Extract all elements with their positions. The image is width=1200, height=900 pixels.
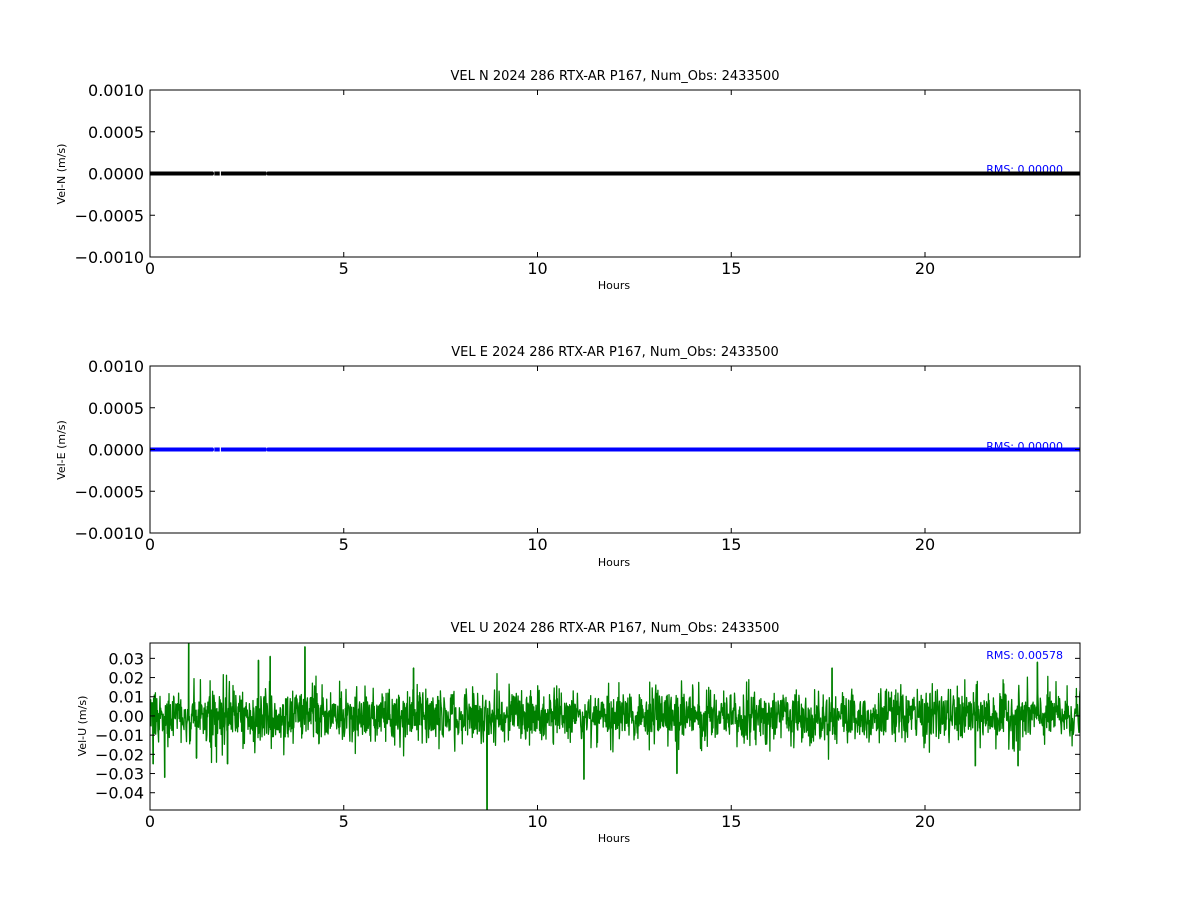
x-tick-label: 10 bbox=[527, 812, 547, 831]
y-axis-label-vel-n: Vel-N (m/s) bbox=[55, 144, 68, 205]
x-tick-label: 10 bbox=[527, 535, 547, 554]
panel-vel-e: VEL E 2024 286 RTX-AR P167, Num_Obs: 243… bbox=[55, 345, 1081, 569]
data-point bbox=[266, 171, 271, 176]
y-tick-label: 0.0000 bbox=[88, 441, 144, 460]
data-point bbox=[210, 447, 214, 452]
data-point bbox=[244, 171, 249, 176]
y-tick-label: −0.0010 bbox=[75, 248, 144, 267]
x-tick-label: 5 bbox=[339, 812, 349, 831]
data-point bbox=[535, 171, 540, 176]
tick-labels-vel-n: 0 5 10 15 20 0.0010 0.0005 0.0000 −0.0005 −0.0010 bbox=[75, 81, 1080, 278]
axes-frame-vel-e bbox=[149, 365, 1081, 534]
y-tick-label: −0.0005 bbox=[75, 482, 144, 501]
y-tick-label: −0.02 bbox=[95, 745, 144, 764]
data-point bbox=[221, 447, 226, 452]
y-axis-label-vel-e: Vel-E (m/s) bbox=[55, 420, 68, 480]
y-tick-label: 0.01 bbox=[108, 688, 144, 707]
y-tick-label: −0.03 bbox=[95, 765, 144, 784]
plot-area-vel-n bbox=[150, 171, 1080, 176]
x-tick-label: 5 bbox=[339, 259, 349, 278]
panel-title-vel-u: VEL U 2024 286 RTX-AR P167, Num_Obs: 243… bbox=[451, 621, 780, 636]
y-tick-label: 0.03 bbox=[108, 649, 144, 668]
x-axis-label-vel-u: Hours bbox=[598, 832, 630, 845]
y-tick-label: 0.0000 bbox=[88, 165, 144, 184]
data-point bbox=[167, 447, 172, 452]
data-point bbox=[266, 447, 271, 452]
tick-labels-vel-u: 0 5 10 15 20 0.030.020.010.00−0.01−0.02−0.03−… bbox=[95, 643, 1080, 831]
data-point bbox=[210, 171, 214, 176]
x-tick-label: 10 bbox=[527, 259, 547, 278]
data-point bbox=[341, 171, 346, 176]
rms-label-vel-u: RMS: 0.00578 bbox=[986, 649, 1063, 662]
y-tick-label: −0.04 bbox=[95, 784, 144, 803]
y-tick-label: −0.01 bbox=[95, 726, 144, 745]
y-tick-label: 0.00 bbox=[108, 707, 144, 726]
x-tick-label: 20 bbox=[915, 259, 935, 278]
y-axis-label-vel-u: Vel-U (m/s) bbox=[76, 696, 89, 757]
plot-area-vel-u bbox=[150, 643, 1080, 810]
y-tick-label: 0.0005 bbox=[88, 399, 144, 418]
plot-area-vel-e bbox=[150, 447, 1080, 452]
y-tick-label: 0.0010 bbox=[88, 357, 144, 376]
x-tick-label: 20 bbox=[915, 812, 935, 831]
data-point bbox=[923, 171, 927, 176]
panel-title-vel-n: VEL N 2024 286 RTX-AR P167, Num_Obs: 243… bbox=[451, 69, 780, 84]
axes-frame-vel-n bbox=[149, 89, 1081, 258]
data-point bbox=[167, 171, 172, 176]
panel-vel-n: VEL N 2024 286 RTX-AR P167, Num_Obs: 243… bbox=[55, 69, 1081, 292]
y-tick-label: 0.0005 bbox=[88, 123, 144, 142]
x-tick-label: 20 bbox=[915, 535, 935, 554]
x-tick-label: 5 bbox=[339, 535, 349, 554]
y-tick-label: 0.02 bbox=[108, 669, 144, 688]
data-point bbox=[186, 171, 191, 176]
x-tick-label: 15 bbox=[721, 812, 741, 831]
axes-frame-vel-u bbox=[149, 642, 1081, 811]
panel-title-vel-e: VEL E 2024 286 RTX-AR P167, Num_Obs: 243… bbox=[451, 345, 778, 360]
x-tick-label: 15 bbox=[721, 535, 741, 554]
y-tick-label: 0.0010 bbox=[88, 81, 144, 100]
x-axis-label-vel-n: Hours bbox=[598, 279, 630, 292]
panel-vel-u: VEL U 2024 286 RTX-AR P167, Num_Obs: 243… bbox=[76, 621, 1081, 845]
x-tick-label: 0 bbox=[145, 535, 155, 554]
x-axis-label-vel-e: Hours bbox=[598, 556, 630, 569]
data-point bbox=[221, 171, 226, 176]
data-point bbox=[244, 447, 249, 452]
data-point bbox=[341, 447, 346, 452]
tick-labels-vel-e: 0 5 10 15 20 0.0010 0.0005 0.0000 −0.0005 −0.0010 bbox=[75, 357, 1080, 554]
data-point bbox=[535, 447, 540, 452]
data-point bbox=[729, 171, 734, 176]
data-point bbox=[923, 447, 927, 452]
x-tick-label: 15 bbox=[721, 259, 741, 278]
x-tick-label: 0 bbox=[145, 812, 155, 831]
data-point bbox=[186, 447, 191, 452]
y-tick-label: −0.0010 bbox=[75, 524, 144, 543]
data-point bbox=[729, 447, 734, 452]
x-tick-label: 0 bbox=[145, 259, 155, 278]
y-tick-label: −0.0005 bbox=[75, 206, 144, 225]
